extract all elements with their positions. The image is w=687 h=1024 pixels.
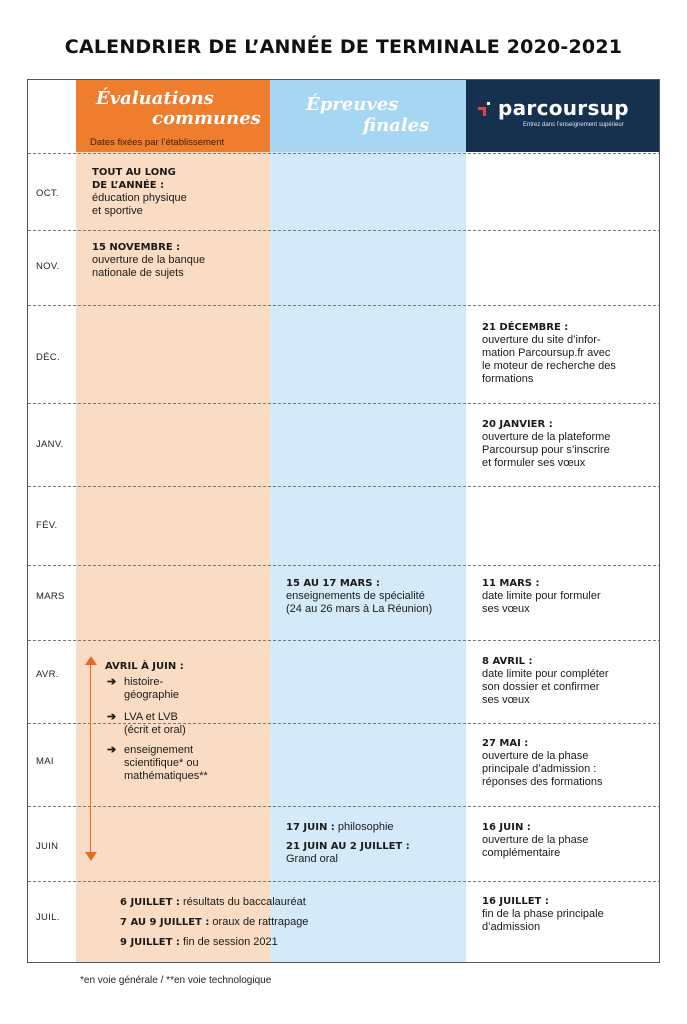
parcoursup-mai-entry: 27 MAI : ouverture de la phase principal… [482, 738, 603, 788]
row-separator [28, 153, 659, 154]
month-mars: MARS [36, 591, 65, 602]
row-separator [28, 806, 659, 807]
eval-oct-entry: TOUT AU LONG DE L’ANNÉE : éducation phys… [92, 166, 272, 218]
arrow-right-icon: ➔ [107, 676, 117, 688]
parcoursup-logo: parcoursup [498, 96, 629, 120]
evaluations-title-line1: Évaluations [96, 88, 214, 109]
month-fev: FÉV. [36, 520, 58, 531]
eval-oct-date2: DE L’ANNÉE : [92, 180, 165, 191]
footnote: *en voie générale / **en voie technologi… [80, 975, 272, 986]
eval-nov-entry: 15 NOVEMBRE : ouverture de la banque nat… [92, 241, 272, 280]
evaluations-header: Évaluations communes Dates fixées par l’… [76, 80, 270, 152]
eval-nov-date: 15 NOVEMBRE : [92, 242, 181, 253]
evaluations-subtitle: Dates fixées par l’établissement [90, 137, 225, 148]
epreuve-mars-date: 15 AU 17 MARS : [286, 578, 380, 589]
range-line [90, 664, 91, 854]
epreuve-mars-text2: (24 au 26 mars à La Réunion) [286, 603, 433, 615]
eval-nov-text1: ouverture de la banque [92, 254, 206, 266]
month-dec: DÉC. [36, 352, 60, 363]
month-avr: AVR. [36, 669, 59, 680]
eval-item-lva-lvb: ➔ LVA et LVB (écrit et oral) [107, 711, 186, 736]
row-separator [28, 723, 659, 724]
eval-oct-date1: TOUT AU LONG [92, 167, 176, 178]
parcoursup-avril-entry: 8 AVRIL : date limite pour compléter son… [482, 656, 609, 706]
eval-nov-text2: nationale de sujets [92, 267, 184, 279]
parcoursup-juin-entry: 16 JUIN : ouverture de la phase compléme… [482, 822, 589, 859]
month-juin: JUIN [36, 841, 59, 852]
epreuves-header: Épreuves finales [270, 80, 466, 152]
epreuve-mars-text1: enseignements de spécialité [286, 590, 425, 602]
parcoursup-juil-entry: 16 JUILLET : fin de la phase principale … [482, 896, 604, 933]
range-arrow-up-icon [85, 656, 97, 665]
parcoursup-mars-entry: 11 MARS : date limite pour formuler ses … [482, 578, 601, 615]
row-separator [28, 881, 659, 882]
arrow-right-icon: ➔ [107, 711, 117, 723]
month-nov: NOV. [36, 261, 60, 272]
month-juil: JUIL. [36, 912, 60, 923]
parcoursup-janv-entry: 20 JANVIER : ouverture de la plateforme … [482, 419, 611, 469]
evaluations-column [76, 80, 270, 962]
epreuves-title-line1: Épreuves [306, 94, 399, 115]
epreuves-title-line2: finales [363, 115, 430, 136]
epreuve-juin-grand-oral: 21 JUIN AU 2 JUILLET : Grand oral [286, 841, 410, 865]
eval-avril-juin-date: AVRIL À JUIN : [105, 661, 184, 672]
row-separator [28, 486, 659, 487]
month-oct: OCT. [36, 188, 59, 199]
juillet-resultats: 6 JUILLET : résultats du baccalauréat [120, 896, 306, 908]
juillet-rattrapage: 7 AU 9 JUILLET : oraux de rattrapage [120, 916, 309, 928]
eval-item-histoire: ➔ histoire- géographie [107, 676, 180, 701]
epreuve-mars-entry: 15 AU 17 MARS : enseignements de spécial… [286, 577, 471, 616]
epreuve-juin-philosophie: 17 JUIN : philosophie [286, 821, 394, 833]
parcoursup-tagline: Entrez dans l’enseignement supérieur [523, 122, 624, 128]
month-janv: JANV. [36, 439, 64, 450]
row-separator [28, 403, 659, 404]
calendar-table: Évaluations communes Dates fixées par l’… [27, 79, 660, 963]
parcoursup-dec-entry: 21 DÉCEMBRE : ouverture du site d’infor-… [482, 322, 616, 385]
page-title: CALENDRIER DE L’ANNÉE DE TERMINALE 2020-… [64, 36, 623, 58]
parcoursup-logo-icon [478, 102, 490, 116]
range-arrow-down-icon [85, 852, 97, 861]
juillet-fin-session: 9 JUILLET : fin de session 2021 [120, 936, 278, 948]
row-separator [28, 565, 659, 566]
month-mai: MAI [36, 756, 54, 767]
eval-oct-text2: et sportive [92, 205, 143, 217]
eval-oct-text1: éducation physique [92, 192, 187, 204]
row-separator [28, 305, 659, 306]
eval-item-enseignement: ➔ enseignement scientifique* ou mathémat… [107, 744, 208, 782]
row-separator [28, 230, 659, 231]
arrow-right-icon: ➔ [107, 744, 117, 756]
evaluations-title-line2: communes [152, 108, 261, 129]
epreuves-column [270, 80, 466, 962]
parcoursup-header: parcoursup Entrez dans l’enseignement su… [466, 80, 659, 152]
row-separator [28, 640, 659, 641]
